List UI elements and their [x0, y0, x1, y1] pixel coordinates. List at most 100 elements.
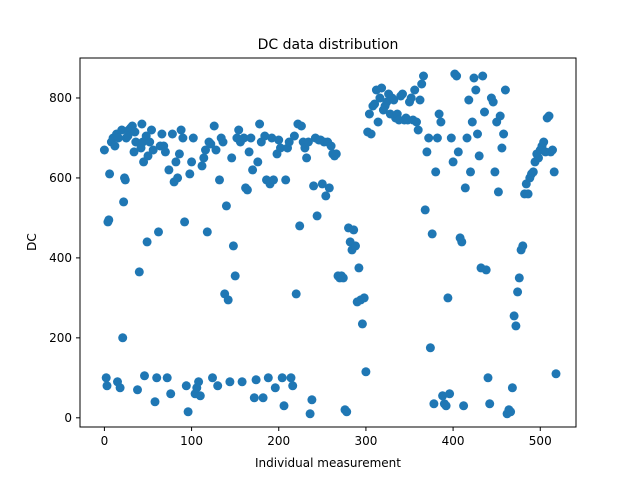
data-point — [377, 83, 387, 93]
data-point — [145, 137, 155, 147]
data-point — [296, 121, 306, 131]
data-point — [242, 185, 252, 195]
data-point — [269, 175, 278, 185]
data-point — [258, 393, 268, 403]
data-point — [471, 85, 481, 95]
data-point — [225, 377, 235, 387]
data-point — [286, 373, 296, 383]
data-point — [174, 149, 184, 159]
data-point — [375, 93, 385, 103]
data-point — [354, 263, 364, 273]
x-tick-label: 100 — [180, 434, 203, 448]
chart-title: DC data distribution — [258, 37, 399, 53]
x-tick-label: 0 — [101, 434, 109, 448]
x-tick-label: 400 — [442, 434, 465, 448]
data-point — [438, 391, 448, 401]
data-point — [509, 311, 519, 321]
y-tick-label: 200 — [49, 331, 72, 345]
data-point — [436, 117, 446, 127]
data-point — [464, 95, 474, 105]
data-point — [188, 133, 198, 143]
axis-ticks: 0 100 200 300 400 500 0 200 400 600 800 — [49, 91, 552, 448]
data-points — [99, 69, 561, 419]
data-point — [309, 181, 319, 191]
data-point — [206, 139, 216, 149]
data-point — [417, 79, 427, 89]
data-point — [467, 117, 477, 127]
data-point — [208, 373, 217, 383]
data-point — [441, 401, 451, 411]
data-point — [164, 165, 174, 175]
data-point — [134, 267, 144, 277]
data-point — [162, 373, 172, 383]
data-point — [312, 211, 322, 221]
data-point — [349, 225, 359, 235]
data-point — [432, 133, 442, 143]
data-point — [274, 135, 284, 145]
data-point — [511, 321, 521, 331]
data-point — [445, 389, 455, 399]
data-point — [469, 73, 479, 83]
data-point — [289, 131, 299, 141]
data-point — [180, 217, 190, 227]
data-point — [277, 373, 287, 383]
data-point — [160, 147, 170, 157]
data-point — [406, 93, 416, 103]
data-point — [246, 133, 256, 143]
data-point — [171, 157, 181, 167]
x-tick-label: 200 — [267, 434, 290, 448]
data-point — [331, 149, 341, 159]
data-point — [424, 133, 434, 143]
data-point — [154, 227, 163, 237]
data-point — [514, 273, 524, 283]
data-point — [230, 271, 240, 281]
data-point — [104, 215, 114, 225]
data-point — [351, 241, 360, 251]
data-point — [518, 241, 528, 251]
data-point — [115, 383, 125, 393]
data-point — [460, 183, 470, 193]
data-point — [528, 167, 538, 177]
data-point — [452, 71, 462, 81]
data-point — [485, 399, 495, 409]
data-point — [359, 293, 369, 303]
y-tick-label: 400 — [49, 251, 72, 265]
data-point — [412, 117, 421, 127]
data-point — [534, 153, 543, 163]
data-point — [99, 145, 109, 155]
data-point — [462, 133, 472, 143]
data-point — [137, 119, 147, 129]
data-point — [249, 393, 259, 403]
data-point — [480, 107, 489, 117]
data-point — [119, 197, 129, 207]
data-point — [427, 229, 437, 239]
data-point — [255, 119, 265, 129]
data-point — [228, 241, 238, 251]
plot-frame — [79, 57, 577, 428]
data-point — [244, 147, 254, 157]
y-tick-label: 600 — [49, 171, 72, 185]
data-point — [140, 371, 149, 381]
data-point — [389, 95, 399, 105]
y-tick-label: 0 — [64, 411, 72, 425]
data-point — [473, 129, 482, 139]
data-point — [453, 147, 463, 157]
data-point — [148, 145, 158, 155]
data-point — [317, 179, 327, 189]
data-point — [218, 137, 228, 147]
data-point — [239, 133, 249, 143]
data-point — [357, 319, 367, 329]
data-point — [361, 367, 371, 377]
data-point — [295, 221, 305, 231]
x-tick-label: 500 — [529, 434, 552, 448]
data-point — [495, 111, 505, 121]
data-point — [263, 373, 273, 383]
data-point — [523, 189, 533, 199]
data-point — [370, 99, 380, 109]
data-point — [195, 391, 205, 401]
data-point — [131, 137, 141, 147]
data-point — [209, 121, 219, 131]
